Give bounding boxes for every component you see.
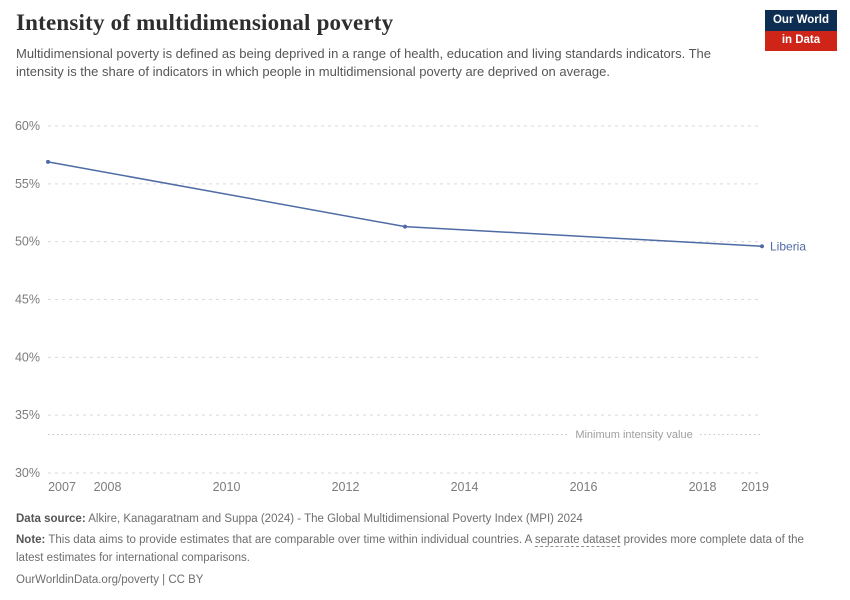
- data-point-marker[interactable]: [46, 159, 50, 164]
- data-source-row: Data source: Alkire, Kanagaratnam and Su…: [16, 511, 822, 529]
- owid-logo[interactable]: Our World in Data: [764, 10, 837, 51]
- data-source-label: Data source:: [16, 513, 86, 525]
- owid-logo-line2: in Data: [764, 30, 837, 51]
- x-axis-tick-label: 2016: [570, 480, 598, 494]
- y-axis-tick-label: 40%: [15, 350, 40, 364]
- x-axis-tick-label: 2012: [332, 480, 360, 494]
- y-axis-tick-label: 30%: [15, 466, 40, 480]
- y-axis-tick-label: 45%: [15, 293, 40, 307]
- x-axis-tick-label: 2018: [689, 480, 717, 494]
- minimum-intensity-label: Minimum intensity value: [575, 429, 692, 441]
- y-axis-tick-label: 50%: [15, 235, 40, 249]
- owid-logo-line1: Our World: [764, 10, 837, 31]
- x-axis-tick-label: 2014: [451, 480, 479, 494]
- data-source-text: Alkire, Kanagaratnam and Suppa (2024) - …: [85, 513, 583, 525]
- x-axis-tick-label: 2010: [213, 480, 241, 494]
- y-axis-tick-label: 35%: [15, 408, 40, 422]
- chart-subtitle: Multidimensional poverty is defined as b…: [16, 46, 711, 80]
- series-end-label[interactable]: Liberia: [770, 239, 806, 253]
- chart-header: Intensity of multidimensional poverty Mu…: [16, 10, 758, 82]
- chart-footer: Data source: Alkire, Kanagaratnam and Su…: [16, 511, 822, 590]
- series-line-liberia[interactable]: [47, 161, 763, 248]
- x-axis-tick-label: 2008: [94, 480, 122, 494]
- y-axis-tick-label: 55%: [15, 177, 40, 191]
- note-text-1: This data aims to provide estimates that…: [45, 533, 535, 546]
- page-title: Intensity of multidimensional poverty: [16, 10, 394, 35]
- x-axis-tick-label: 2007: [48, 480, 76, 494]
- data-point-marker[interactable]: [403, 224, 407, 229]
- separate-dataset-link[interactable]: separate dataset: [534, 533, 621, 547]
- note-row: Note: This data aims to provide estimate…: [16, 532, 822, 568]
- data-point-marker[interactable]: [760, 244, 764, 249]
- license-link[interactable]: OurWorldinData.org/poverty | CC BY: [16, 574, 204, 587]
- note-label: Note:: [16, 533, 46, 546]
- y-axis-tick-label: 60%: [15, 119, 40, 133]
- note-text-2: provides more complete data of the lates…: [16, 533, 804, 564]
- x-axis-tick-label: 2019: [741, 480, 769, 494]
- line-chart: 30% 35% 40% 45% 50% 55% 60% 2007 2008 2010 2012 201…: [15, 119, 806, 494]
